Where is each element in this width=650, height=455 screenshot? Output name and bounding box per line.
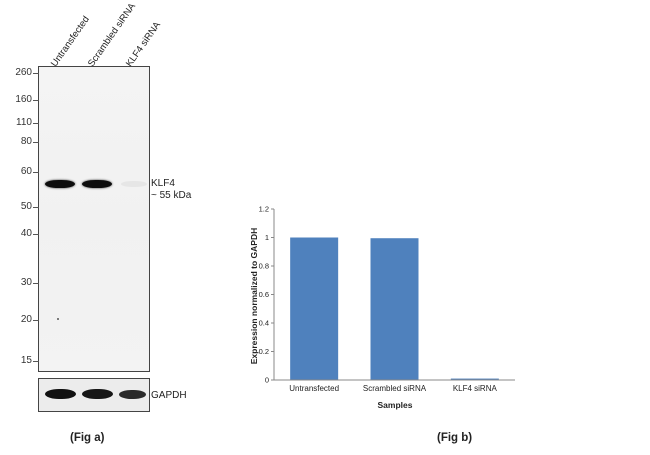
gapdh-band-scrambled-sirna: [82, 389, 113, 399]
mw-marker: 60: [20, 166, 32, 177]
y-tick-label: 0.6: [259, 290, 269, 299]
gapdh-blot-membrane: [38, 378, 150, 412]
klf4-label: KLF4: [151, 178, 175, 189]
gapdh-band-klf4-sirna: [119, 390, 146, 399]
y-axis-ticks: 0 0.2 0.4 0.6 0.8 1 1.2: [259, 205, 274, 385]
gapdh-label: GAPDH: [151, 390, 187, 401]
mw-tick: [33, 320, 39, 321]
y-tick-label: 0.2: [259, 347, 269, 356]
mw-marker: 30: [20, 277, 32, 288]
lane-label-klf4-sirna: KLF4 siRNA: [123, 19, 163, 69]
bar-series: [290, 237, 499, 380]
klf4-size-label: ~ 55 kDa: [151, 190, 192, 201]
mw-marker: 260: [15, 67, 32, 78]
mw-tick: [33, 172, 39, 173]
mw-marker: 110: [16, 117, 32, 128]
gapdh-band-untransfected: [45, 389, 76, 399]
klf4-band-scrambled-sirna: [82, 180, 112, 188]
fig-b-label: (Fig b): [437, 432, 473, 444]
mw-marker: 80: [20, 136, 32, 147]
x-tick-label: Untransfected: [289, 384, 339, 393]
bar-klf4-sirna: [450, 378, 499, 380]
x-tick-label: KLF4 siRNA: [453, 384, 498, 393]
y-tick-label: 0.8: [259, 262, 269, 271]
y-tick-label: 0: [265, 376, 269, 385]
mw-tick: [33, 361, 39, 362]
western-blot-membrane: [38, 66, 150, 372]
mw-tick: [33, 142, 39, 143]
mw-tick: [33, 73, 39, 74]
mw-tick: [33, 234, 39, 235]
klf4-band-klf4-sirna: [121, 181, 147, 187]
y-tick-label: 0.4: [259, 319, 269, 328]
x-axis-ticks: Untransfected Scrambled siRNA KLF4 siRNA: [289, 384, 497, 393]
mw-tick: [33, 100, 39, 101]
mw-marker: 40: [20, 228, 32, 239]
mw-marker: 15: [20, 355, 32, 366]
y-axis-label: Expression normalized to GAPDH: [249, 228, 259, 365]
mw-tick: [33, 123, 39, 124]
fig-a-label: (Fig a): [70, 432, 105, 444]
mw-marker: 20: [20, 314, 32, 325]
klf4-band-untransfected: [45, 180, 75, 188]
y-tick-label: 1.2: [259, 205, 269, 214]
fig-b-chart: 0 0.2 0.4 0.6 0.8 1 1.2 Untransfected Scrambled…: [249, 205, 515, 410]
mw-tick: [33, 283, 39, 284]
bar-untransfected: [290, 237, 339, 380]
mw-tick: [33, 207, 39, 208]
x-axis-label: Samples: [378, 400, 413, 410]
x-tick-label: Scrambled siRNA: [363, 384, 427, 393]
mw-marker: 160: [15, 94, 32, 105]
bar-scrambled-sirna: [370, 238, 419, 380]
mw-marker: 50: [20, 201, 32, 212]
lane-label-untransfected: Untransfected: [48, 14, 92, 69]
y-tick-label: 1: [265, 233, 269, 242]
blot-speck: [57, 318, 59, 320]
